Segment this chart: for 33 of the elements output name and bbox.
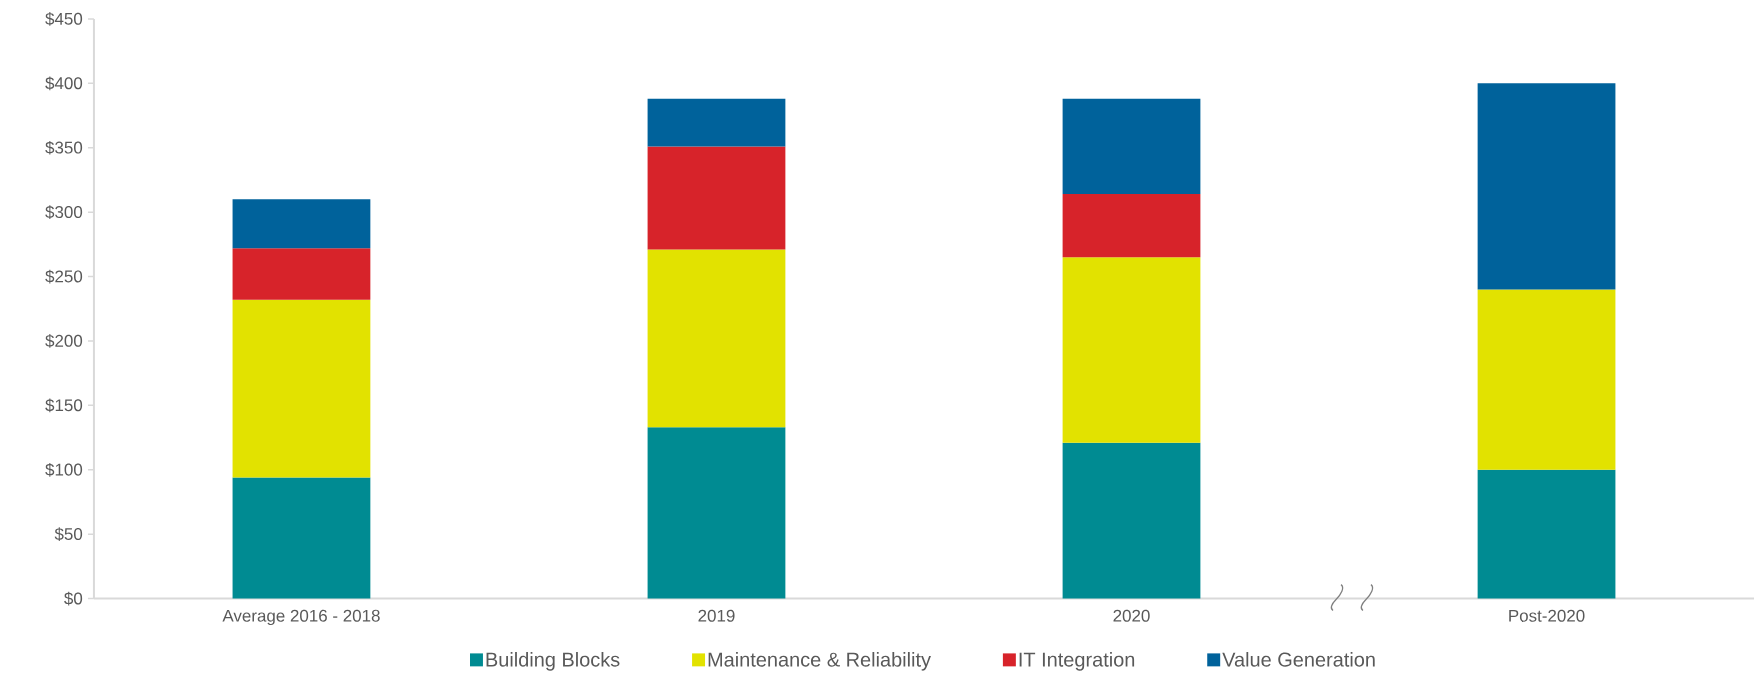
- bar: [1477, 289, 1616, 470]
- bar: [232, 248, 371, 300]
- bar: [647, 249, 786, 428]
- y-tick-label: $400: [45, 76, 83, 91]
- bar: [647, 98, 786, 147]
- bar: [232, 199, 371, 249]
- bar: [647, 427, 786, 599]
- bar: [1062, 193, 1201, 258]
- bar: [647, 146, 786, 250]
- y-tick-label: $350: [45, 140, 83, 155]
- x-tick-label: 2020: [1113, 609, 1150, 622]
- legend-label: Building Blocks: [486, 651, 620, 671]
- bar: [1477, 469, 1616, 599]
- bar: [1477, 83, 1616, 290]
- y-tick-label: $50: [54, 527, 83, 541]
- y-tick-label: $300: [45, 205, 83, 219]
- legend-label: Maintenance & Reliability: [708, 651, 931, 671]
- x-tick-label: Post-2020: [1509, 609, 1585, 622]
- bar: [1062, 257, 1201, 443]
- x-tick-label: Average 2016 - 2018: [222, 609, 380, 625]
- y-tick-label: $450: [45, 11, 83, 26]
- y-tick-label: $0: [64, 591, 83, 606]
- bar: [232, 477, 371, 599]
- y-tick-label: $200: [45, 333, 83, 348]
- legend-label: Value Generation: [1222, 651, 1375, 667]
- y-tick-label: $150: [45, 398, 83, 413]
- y-tick-label: $100: [45, 462, 83, 477]
- bar: [232, 299, 371, 478]
- x-tick-label: 2019: [698, 609, 735, 622]
- legend-label: IT Integration: [1019, 651, 1135, 671]
- y-tick-label: $250: [45, 269, 83, 284]
- bar: [1062, 98, 1201, 194]
- bar: [1062, 442, 1201, 599]
